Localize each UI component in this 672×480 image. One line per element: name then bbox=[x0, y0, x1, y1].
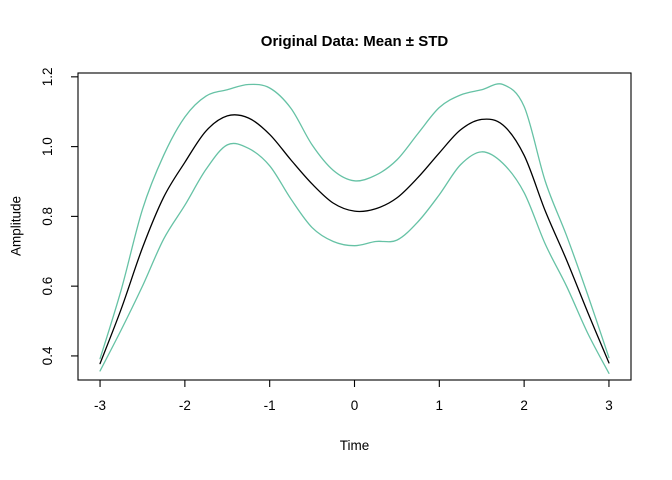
x-tick-label: 1 bbox=[436, 398, 444, 413]
y-tick-label: 0.8 bbox=[40, 207, 55, 226]
x-tick-label: 0 bbox=[351, 398, 359, 413]
y-tick-label: 0.4 bbox=[40, 346, 55, 365]
x-tick-label: -3 bbox=[94, 398, 106, 413]
y-tick-label: 1.2 bbox=[40, 67, 55, 86]
x-tick-label: 2 bbox=[520, 398, 528, 413]
x-tick-label: 3 bbox=[605, 398, 613, 413]
mean_plus_std-line bbox=[99, 83, 610, 360]
y-tick-label: 0.6 bbox=[40, 277, 55, 296]
x-tick-label: -2 bbox=[179, 398, 191, 413]
mean_minus_std-line bbox=[99, 142, 610, 375]
x-axis-label: Time bbox=[339, 438, 370, 453]
plot-box bbox=[77, 72, 632, 381]
x-tick-label: -1 bbox=[264, 398, 276, 413]
y-axis-label: Amplitude bbox=[8, 195, 24, 257]
y-tick-label: 1.0 bbox=[40, 137, 55, 156]
chart-title: Original Data: Mean ± STD bbox=[260, 33, 449, 50]
mean-line bbox=[99, 114, 610, 365]
